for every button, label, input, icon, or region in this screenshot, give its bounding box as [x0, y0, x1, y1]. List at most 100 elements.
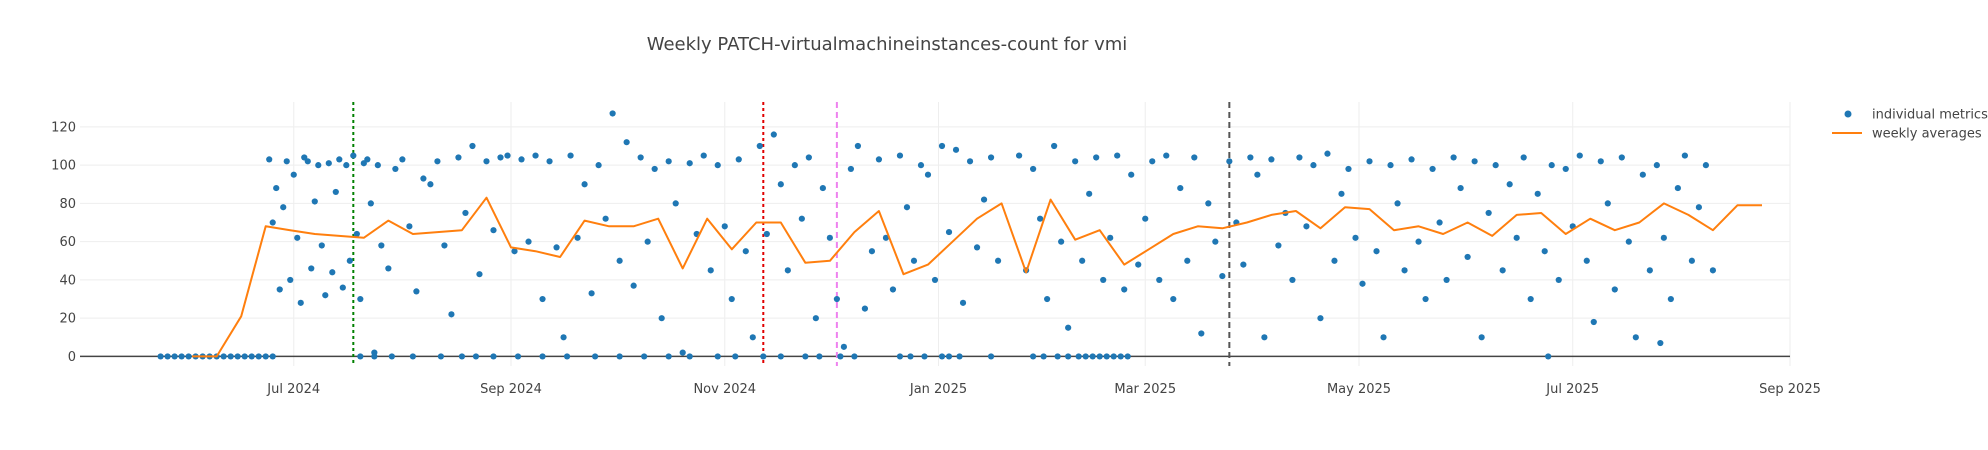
data-point: [609, 110, 616, 117]
data-point: [220, 353, 227, 360]
data-point: [931, 276, 939, 284]
data-point: [833, 295, 840, 303]
data-point: [1597, 158, 1604, 165]
y-tick-label: 80: [59, 197, 76, 212]
data-point: [602, 215, 609, 222]
data-point: [1653, 162, 1660, 169]
x-tick-label: May 2025: [1327, 382, 1391, 397]
data-point: [1639, 171, 1646, 178]
reference-lines: [352, 102, 1231, 366]
data-point: [1128, 171, 1135, 178]
data-point: [1527, 295, 1534, 303]
data-point: [262, 353, 269, 360]
data-point: [1065, 353, 1072, 360]
data-point: [1051, 142, 1058, 150]
data-point: [1380, 334, 1387, 341]
legend[interactable]: individual metrics weekly averages: [1832, 108, 1988, 142]
data-point: [1657, 339, 1664, 347]
data-point: [861, 305, 869, 312]
data-point: [388, 353, 395, 360]
data-point: [164, 353, 171, 360]
data-point: [973, 244, 981, 251]
data-point: [276, 286, 283, 293]
data-point: [1450, 154, 1457, 161]
data-point: [1387, 162, 1394, 169]
data-point: [732, 353, 739, 360]
data-point: [497, 154, 504, 161]
data-point: [413, 288, 420, 295]
data-point: [1107, 234, 1114, 241]
data-point: [1618, 154, 1625, 161]
data-point: [851, 353, 858, 360]
data-point: [1513, 234, 1520, 241]
y-tick-label: 60: [59, 235, 76, 250]
data-point: [455, 154, 462, 161]
data-point: [248, 353, 255, 360]
data-point: [1058, 238, 1065, 245]
data-point: [266, 156, 273, 163]
data-point: [336, 156, 343, 163]
data-point: [374, 162, 381, 169]
data-point: [959, 299, 967, 306]
data-point: [875, 156, 883, 163]
data-point: [1037, 215, 1044, 222]
data-point: [171, 353, 178, 360]
data-point: [318, 242, 325, 249]
data-point: [1184, 257, 1191, 264]
data-point: [1268, 156, 1275, 163]
data-point: [546, 158, 553, 165]
data-point: [1331, 257, 1338, 264]
data-point: [490, 353, 497, 360]
data-point: [651, 165, 658, 173]
data-point: [837, 353, 844, 360]
data-point: [812, 315, 819, 322]
data-point: [760, 353, 767, 360]
data-point: [1709, 267, 1717, 274]
data-point: [1415, 238, 1422, 245]
data-point: [346, 257, 353, 264]
data-point: [308, 265, 315, 272]
data-point: [1100, 276, 1107, 284]
data-point: [1485, 209, 1492, 217]
data-point: [1545, 353, 1552, 360]
data-point: [1555, 276, 1562, 284]
data-point: [658, 315, 665, 322]
data-point: [994, 257, 1002, 264]
data-point: [966, 158, 974, 165]
data-point: [987, 353, 995, 360]
legend-marker-individual-metrics: [1844, 110, 1852, 118]
data-point: [325, 160, 332, 167]
data-point: [1702, 162, 1710, 169]
data-point: [1103, 353, 1110, 360]
data-point: [1030, 165, 1037, 173]
data-point: [406, 223, 413, 230]
x-tick-label: Nov 2024: [693, 382, 756, 397]
data-point: [763, 230, 770, 238]
data-point: [826, 234, 833, 241]
data-point: [819, 184, 826, 192]
data-point: [1261, 334, 1268, 341]
data-point: [1310, 162, 1317, 169]
data-point: [840, 343, 847, 350]
data-point: [1667, 295, 1674, 303]
data-point: [924, 171, 932, 178]
data-point: [332, 188, 339, 196]
data-point: [1124, 353, 1131, 360]
data-point: [539, 353, 546, 360]
data-point: [1149, 158, 1156, 165]
data-point: [1072, 158, 1079, 165]
data-point: [437, 353, 445, 360]
data-point: [1044, 295, 1051, 303]
data-point: [686, 353, 693, 360]
data-point: [1247, 154, 1254, 161]
data-point: [735, 156, 742, 163]
data-point: [1198, 330, 1205, 337]
data-point: [1096, 353, 1103, 360]
data-point: [1660, 234, 1667, 241]
data-point: [1212, 238, 1219, 245]
data-point: [525, 238, 532, 245]
data-point: [399, 156, 406, 163]
x-tick-label: Jul 2024: [266, 382, 320, 397]
x-tick-label: Jan 2025: [909, 382, 967, 397]
data-point: [749, 334, 756, 341]
